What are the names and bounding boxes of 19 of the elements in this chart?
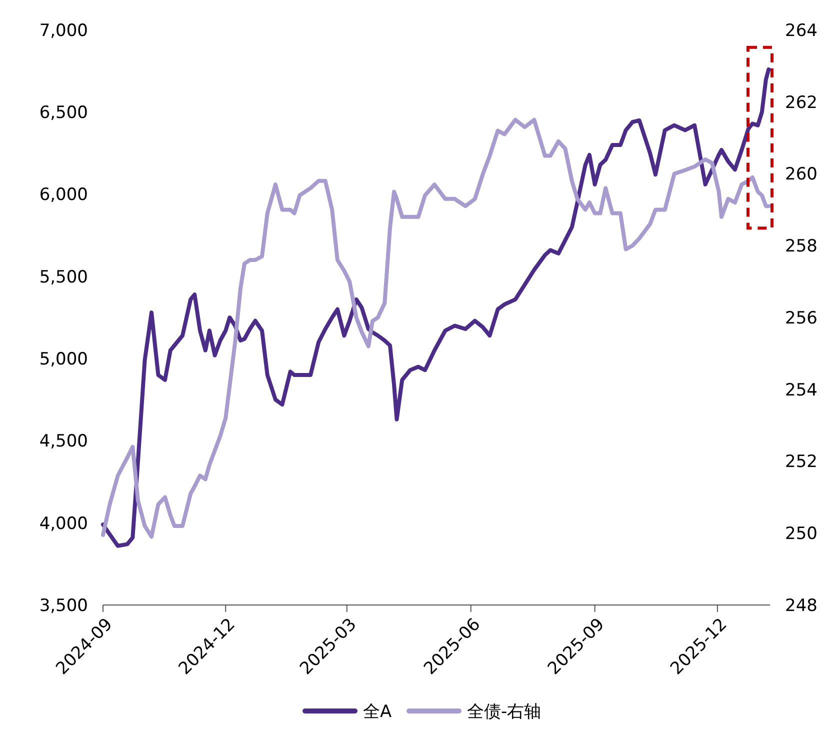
y2-tick-label: 260: [785, 164, 818, 185]
y-tick-label: 3,500: [39, 596, 88, 616]
y-tick-label: 5,500: [39, 267, 88, 288]
legend-label: 全A: [363, 702, 392, 722]
y2-tick-label: 250: [785, 524, 818, 544]
y2-tick-label: 262: [785, 92, 818, 113]
y-tick-label: 6,500: [39, 103, 88, 124]
y2-tick-label: 258: [785, 236, 818, 257]
y-tick-label: 5,000: [39, 350, 88, 370]
legend-label: 全债-右轴: [467, 702, 542, 722]
y2-tick-label: 264: [785, 20, 818, 41]
y2-tick-label: 256: [785, 308, 818, 328]
y-tick-label: 6,000: [39, 185, 88, 206]
y-tick-label: 4,500: [39, 432, 88, 452]
y-tick-label: 4,000: [39, 514, 88, 534]
y2-tick-label: 252: [785, 452, 818, 472]
y2-tick-label: 254: [785, 380, 818, 400]
y2-tick-label: 248: [785, 596, 818, 616]
y-tick-label: 7,000: [39, 20, 88, 41]
